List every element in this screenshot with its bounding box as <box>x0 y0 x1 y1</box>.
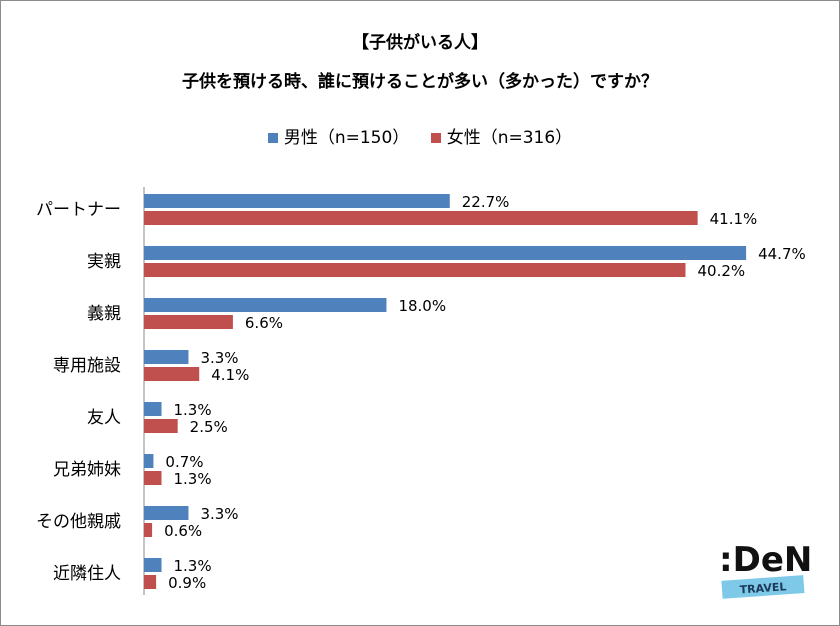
bar-male <box>144 402 162 416</box>
data-label: 44.7% <box>758 245 806 263</box>
bar-female <box>144 575 157 589</box>
bar-male <box>144 506 189 520</box>
data-label: 0.7% <box>165 453 203 471</box>
data-label: 2.5% <box>190 418 228 436</box>
legend-item-female: 女性（n=316） <box>430 128 572 148</box>
category-label: 友人 <box>87 408 121 428</box>
bar-female <box>144 367 200 381</box>
svg-text::DeNA: :DeNA <box>719 540 812 580</box>
bar-female <box>144 523 153 537</box>
bar-male <box>144 194 450 208</box>
bar-female <box>144 211 698 225</box>
data-label: 1.3% <box>174 557 212 575</box>
bar-female <box>144 419 178 433</box>
category-label: その他親戚 <box>36 512 121 532</box>
bar-male <box>144 454 154 468</box>
legend-item-male: 男性（n=150） <box>267 128 409 148</box>
bar-male <box>144 246 747 260</box>
bar-female <box>144 471 162 485</box>
category-label: 実親 <box>87 252 121 272</box>
data-label: 18.0% <box>398 297 446 315</box>
bar-female <box>144 315 233 329</box>
chart-title: 【子供がいる人】 <box>352 33 488 53</box>
category-label: パートナー <box>36 200 121 220</box>
legend: 男性（n=150） 女性（n=316） <box>1 123 839 148</box>
data-label: 1.3% <box>174 401 212 419</box>
bar-male <box>144 558 162 572</box>
data-label: 1.3% <box>174 470 212 488</box>
category-label: 専用施設 <box>53 356 121 376</box>
data-label: 41.1% <box>710 210 758 228</box>
data-label: 6.6% <box>245 314 283 332</box>
bar-female <box>144 263 686 277</box>
bar-male <box>144 298 387 312</box>
dena-travel-logo: :DeNA TRAVEL <box>717 533 839 607</box>
svg-text:TRAVEL: TRAVEL <box>739 580 787 596</box>
category-label: 義親 <box>87 304 121 324</box>
data-label: 0.9% <box>168 574 206 592</box>
category-label: 兄弟姉妹 <box>53 460 121 480</box>
data-label: 40.2% <box>697 262 745 280</box>
bar-male <box>144 350 189 364</box>
data-label: 22.7% <box>462 193 510 211</box>
data-label: 3.3% <box>200 349 238 367</box>
category-label: 近隣住人 <box>53 564 121 584</box>
chart-subtitle: 子供を預ける時、誰に預けることが多い（多かった）ですか？ <box>182 72 658 92</box>
data-label: 4.1% <box>211 366 249 384</box>
data-label: 3.3% <box>200 505 238 523</box>
data-label: 0.6% <box>164 522 202 540</box>
